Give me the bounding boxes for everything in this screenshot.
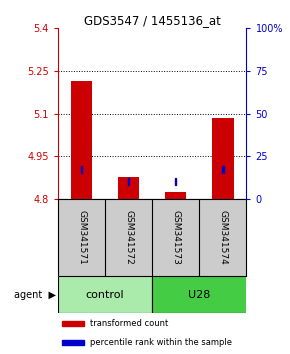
Text: GSM341573: GSM341573 <box>171 210 180 265</box>
Bar <box>128 178 129 185</box>
Text: GSM341574: GSM341574 <box>218 210 227 265</box>
Text: agent  ▶: agent ▶ <box>14 290 56 300</box>
Bar <box>165 192 186 199</box>
Bar <box>71 81 92 199</box>
Title: GDS3547 / 1455136_at: GDS3547 / 1455136_at <box>84 14 221 27</box>
Text: GSM341572: GSM341572 <box>124 210 133 265</box>
Bar <box>152 276 246 313</box>
Text: percentile rank within the sample: percentile rank within the sample <box>90 338 232 347</box>
Bar <box>222 166 224 173</box>
Text: control: control <box>86 290 124 300</box>
Text: GSM341571: GSM341571 <box>77 210 86 265</box>
Bar <box>118 177 139 199</box>
Bar <box>175 178 176 185</box>
Bar <box>212 118 233 199</box>
Text: U28: U28 <box>188 290 211 300</box>
Bar <box>81 166 82 173</box>
Bar <box>62 340 84 344</box>
Text: transformed count: transformed count <box>90 319 168 328</box>
Bar <box>58 276 152 313</box>
Bar <box>62 321 84 326</box>
